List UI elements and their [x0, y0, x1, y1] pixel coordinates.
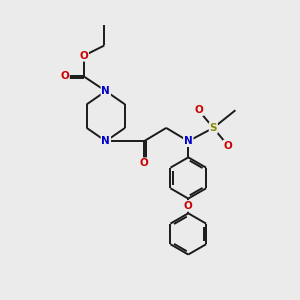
Text: O: O: [80, 51, 88, 61]
Text: O: O: [184, 201, 193, 211]
Text: O: O: [194, 105, 203, 115]
Text: O: O: [140, 158, 148, 168]
Text: N: N: [101, 136, 110, 146]
Text: O: O: [224, 141, 233, 151]
Text: S: S: [210, 123, 217, 133]
Text: O: O: [60, 71, 69, 81]
Text: N: N: [184, 136, 193, 146]
Text: N: N: [101, 86, 110, 96]
